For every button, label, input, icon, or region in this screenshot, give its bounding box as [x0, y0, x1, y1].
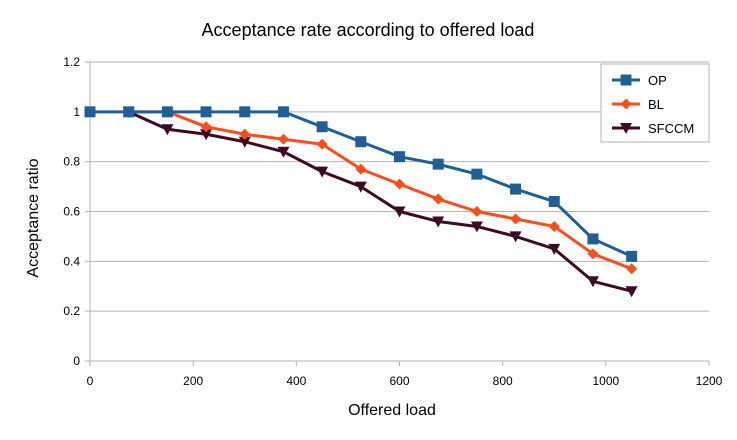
series-op: [84, 106, 638, 262]
data-point: [432, 158, 444, 170]
y-tick-label: 0.4: [63, 254, 80, 268]
y-tick-label: 0: [73, 354, 80, 368]
y-axis-title: Acceptance ratio: [25, 158, 42, 277]
y-tick-label: 1.2: [63, 55, 80, 69]
y-tick-label: 0.6: [63, 205, 80, 219]
data-point: [394, 178, 405, 190]
data-point: [200, 106, 212, 118]
data-point: [200, 129, 213, 141]
data-point: [161, 106, 173, 118]
data-point: [316, 166, 329, 178]
data-point: [238, 136, 251, 148]
series-group: [84, 106, 638, 298]
data-point: [200, 121, 212, 133]
tick-labels: 0 0.2 0.4 0.6 0.8 1 1.2 0 200 400 600 800 1000 1200: [63, 55, 722, 388]
data-point: [84, 106, 96, 118]
data-point: [239, 106, 251, 118]
data-point: [548, 243, 561, 255]
x-tick-label: 600: [389, 374, 409, 388]
data-point: [355, 163, 367, 175]
data-point: [432, 193, 444, 205]
data-point: [548, 220, 560, 232]
legend-label: SFCCM: [648, 121, 694, 136]
x-tick-label: 400: [286, 374, 306, 388]
data-point: [277, 106, 289, 118]
data-point: [316, 138, 328, 150]
data-point: [548, 196, 560, 208]
series-sfccm: [122, 106, 638, 298]
x-tick-label: 1000: [592, 374, 619, 388]
data-point: [316, 121, 328, 133]
data-point: [394, 151, 405, 163]
legend-swatch-marker: [620, 74, 632, 86]
data-point: [626, 250, 638, 262]
y-tick-label: 1: [73, 105, 80, 119]
data-point: [470, 221, 483, 233]
data-point: [393, 206, 406, 218]
data-point: [625, 286, 638, 298]
data-point: [471, 206, 483, 217]
data-point: [510, 213, 522, 225]
legend-swatch-marker: [620, 98, 632, 110]
data-point: [587, 248, 599, 260]
data-point: [123, 106, 135, 118]
data-point: [239, 128, 251, 140]
series-line: [128, 110, 632, 293]
data-point: [626, 263, 638, 275]
data-point: [354, 181, 367, 193]
legend: OP BL SFCCM: [600, 63, 710, 143]
legend-swatch-marker: [620, 123, 632, 134]
data-point: [277, 146, 290, 158]
data-point: [510, 183, 522, 195]
x-tick-label: 0: [87, 374, 94, 388]
x-tick-label: 800: [493, 374, 513, 388]
x-axis-title: Offered load: [348, 402, 436, 419]
data-point: [277, 133, 289, 145]
data-point: [355, 136, 367, 148]
y-tick-label: 0.2: [63, 304, 80, 318]
legend-item-bl: BL: [612, 97, 664, 112]
x-tick-label: 200: [183, 374, 203, 388]
legend-item-op: OP: [612, 73, 667, 88]
data-point: [587, 233, 599, 245]
x-tick-label: 1200: [696, 374, 723, 388]
data-point: [432, 216, 445, 228]
legend-item-sfccm: SFCCM: [612, 121, 694, 136]
series-line: [128, 110, 633, 271]
data-point: [471, 168, 483, 180]
data-point: [586, 276, 599, 288]
series-bl: [123, 106, 638, 275]
y-tick-label: 0.8: [63, 155, 80, 169]
legend-label: OP: [648, 73, 667, 88]
chart-title: Acceptance rate according to offered loa…: [202, 20, 535, 40]
data-point: [509, 231, 522, 243]
legend-label: BL: [648, 97, 664, 112]
data-point: [161, 124, 174, 136]
